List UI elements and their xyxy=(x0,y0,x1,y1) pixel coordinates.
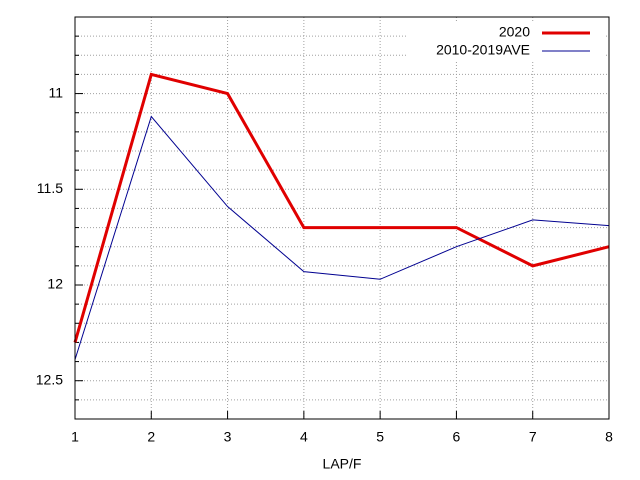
legend-label: 2010-2019AVE xyxy=(436,42,530,58)
x-tick-label: 4 xyxy=(300,429,308,445)
y-tick-label: 12 xyxy=(47,276,63,292)
x-tick-label: 1 xyxy=(71,429,79,445)
x-tick-label: 3 xyxy=(224,429,232,445)
y-tick-label: 11 xyxy=(48,84,63,100)
x-tick-label: 7 xyxy=(529,429,537,445)
series-line xyxy=(74,115,610,360)
x-axis-label: LAP/F xyxy=(323,456,362,472)
legend-box xyxy=(408,22,604,62)
x-tick-label: 6 xyxy=(453,429,461,445)
y-tick-label: 12.5 xyxy=(36,371,63,387)
x-tick-label: 8 xyxy=(605,429,613,445)
x-tick-label: 2 xyxy=(147,429,155,445)
series-line xyxy=(73,72,610,343)
plot-border xyxy=(74,16,610,420)
y-tick-label: 11.5 xyxy=(37,180,63,196)
legend-label: 2020 xyxy=(499,24,530,40)
x-tick-label: 5 xyxy=(376,429,384,445)
